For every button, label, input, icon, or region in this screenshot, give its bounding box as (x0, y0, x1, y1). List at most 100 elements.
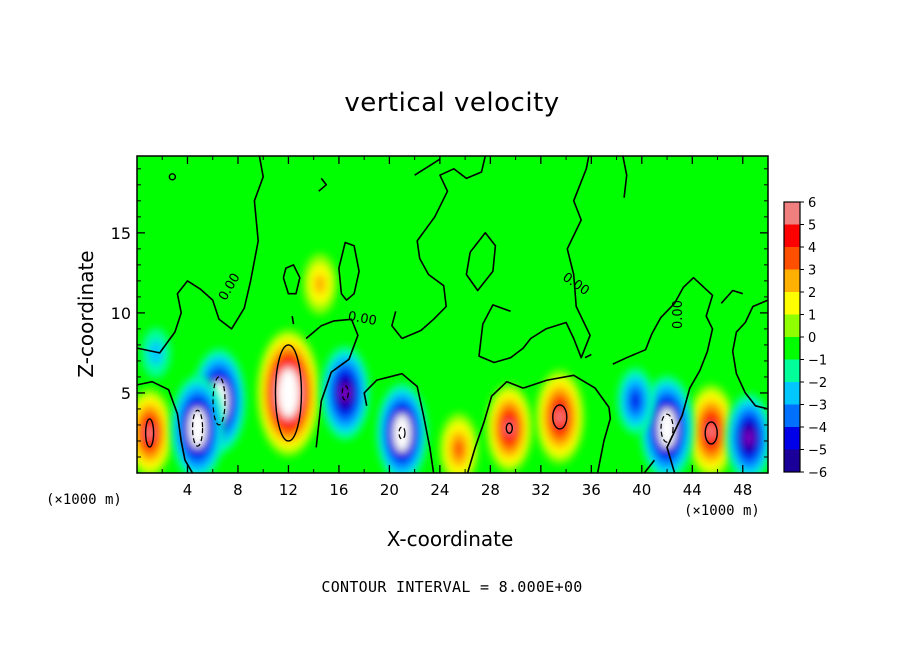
colorbar-segment-8 (784, 382, 800, 405)
downdraft-cell-9 (320, 345, 370, 440)
colorbar-label-8: −2 (808, 376, 827, 391)
x-tick-label-48: 48 (733, 481, 752, 499)
zero-contour-8 (391, 311, 403, 339)
positive-contour-1 (552, 404, 568, 430)
updraft-cell-6 (302, 253, 338, 315)
colorbar-segment-1 (784, 224, 800, 248)
x-tick-label-20: 20 (380, 481, 399, 499)
zero-contour-12 (612, 276, 714, 473)
zero-contour-6 (596, 407, 612, 473)
x-tick-label-36: 36 (582, 481, 601, 499)
colorbar-label-7: −1 (808, 354, 827, 369)
colorbar-label-12: −6 (808, 466, 827, 481)
x-unit-left: (×1000 m) (46, 492, 122, 508)
zero-contour-7 (401, 156, 487, 340)
downdraft-cell-10 (376, 383, 428, 473)
colorbar-label-0: 6 (808, 196, 816, 211)
chart-title: vertical velocity (344, 88, 560, 118)
colorbar-segment-11 (784, 449, 800, 473)
zero-contour-2 (305, 318, 359, 448)
colorbar-segment-6 (784, 337, 800, 360)
zero-contour-18 (282, 264, 301, 295)
zero-contour-3 (363, 372, 435, 473)
updraft-cell-4 (137, 388, 173, 473)
contour-label-3: 0.00 (671, 300, 686, 329)
negative-contour-5 (212, 376, 226, 426)
zero-contour-14 (720, 289, 744, 304)
colorbar-segment-0 (784, 202, 800, 225)
colorbar-label-4: 2 (808, 286, 816, 301)
contour-layer (137, 156, 768, 473)
positive-contour-10 (168, 173, 177, 181)
x-tick-label-12: 12 (279, 481, 298, 499)
x-tick-label-16: 16 (329, 481, 348, 499)
negative-contour-8 (660, 413, 674, 443)
colorbar-label-5: 1 (808, 309, 816, 324)
negative-contour-7 (398, 426, 406, 440)
zero-contour-0 (137, 156, 264, 354)
colorbar-label-11: −5 (808, 444, 827, 459)
colorbar-label-3: 3 (808, 264, 816, 279)
x-unit-right: (×1000 m) (684, 503, 760, 519)
positive-contour-3 (704, 421, 718, 445)
updraft-cell-2 (486, 383, 533, 473)
x-tick-label-32: 32 (531, 481, 550, 499)
updraft-cell-1 (535, 369, 585, 464)
colorbar: 6 5 4 3 2 1 0 −1 −2 −3 −4 −5 −6 (783, 196, 827, 481)
contour-label-1: 0.00 (347, 309, 378, 329)
updraft-cell-5 (439, 412, 479, 473)
zero-contour-17 (338, 241, 360, 301)
y-axis: 5 10 15 (111, 168, 768, 458)
zero-contour-10 (622, 156, 628, 198)
colorbar-label-2: 4 (808, 241, 816, 256)
y-axis-label: Z-coordinate (74, 250, 98, 377)
x-tick-label-44: 44 (683, 481, 702, 499)
plot-frame (136, 155, 769, 474)
zero-contour-5 (522, 374, 610, 408)
zero-contour-21 (584, 353, 592, 359)
updraft-cell-3 (686, 384, 736, 473)
colorbar-label-10: −4 (808, 421, 827, 436)
x-axis: 4 8 12 16 20 24 28 32 36 40 44 48 (161, 156, 752, 499)
downdraft-cell-8 (170, 375, 225, 473)
updraft-cell-0 (256, 329, 321, 457)
x-tick-label-40: 40 (632, 481, 651, 499)
x-tick-label-4: 4 (183, 481, 193, 499)
downdraft-cell-13 (617, 367, 654, 435)
x-tick-label-24: 24 (430, 481, 449, 499)
zero-contour-1 (137, 380, 194, 473)
negative-contour-9 (341, 385, 349, 401)
colorbar-segment-2 (784, 247, 800, 270)
zero-contour-9 (478, 156, 591, 364)
colorbar-label-1: 5 (808, 219, 816, 234)
positive-contour-0 (274, 344, 303, 442)
zero-contour-13 (731, 299, 768, 410)
colorbar-label-6: 0 (808, 331, 816, 346)
x-axis-label: X-coordinate (386, 527, 514, 551)
downdraft-cell-12 (725, 393, 768, 473)
zero-contour-19 (318, 177, 328, 192)
zero-contour-16 (465, 232, 497, 292)
colorbar-label-9: −3 (808, 399, 827, 414)
zero-contour-20 (414, 158, 441, 176)
y-tick-label-10: 10 (111, 304, 131, 323)
colorbar-segment-7 (784, 359, 800, 383)
y-tick-label-15: 15 (111, 224, 131, 243)
colorbar-segment-4 (784, 292, 800, 315)
colorbar-segment-3 (784, 269, 800, 293)
zero-contour-4 (466, 380, 524, 473)
x-tick-label-8: 8 (233, 481, 243, 499)
colorbar-segment-5 (784, 314, 800, 338)
y-tick-label-5: 5 (121, 384, 131, 403)
zero-contour-15 (291, 315, 295, 325)
zero-contour-11 (643, 459, 656, 473)
colorbar-segment-9 (784, 404, 800, 428)
positive-contour-2 (505, 422, 513, 434)
x-tick-label-28: 28 (481, 481, 500, 499)
contour-interval-note: CONTOUR INTERVAL = 8.000E+00 (321, 578, 583, 596)
negative-contour-6 (191, 409, 204, 447)
colorbar-segment-10 (784, 427, 800, 450)
positive-contour-4 (144, 418, 155, 448)
